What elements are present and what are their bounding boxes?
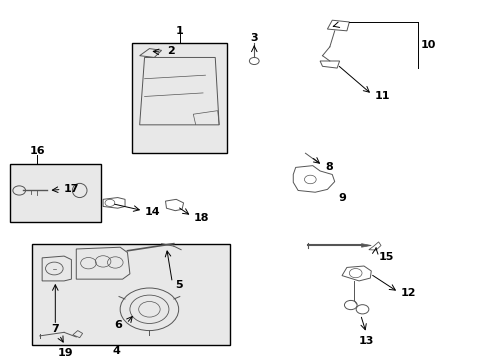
- Text: 14: 14: [145, 207, 161, 217]
- Text: 4: 4: [112, 346, 120, 356]
- Text: 13: 13: [358, 336, 373, 346]
- Text: 5: 5: [175, 280, 183, 290]
- Bar: [10, 164, 101, 222]
- Text: 17: 17: [64, 184, 80, 194]
- Text: 19: 19: [57, 348, 73, 357]
- Text: 16: 16: [29, 147, 45, 157]
- Text: 2: 2: [167, 46, 175, 57]
- Text: 10: 10: [420, 40, 435, 50]
- Text: 8: 8: [325, 162, 332, 172]
- Text: 7: 7: [51, 324, 59, 334]
- Text: 3: 3: [250, 33, 258, 43]
- Text: 1: 1: [176, 26, 183, 36]
- Text: 15: 15: [378, 252, 393, 262]
- Bar: [32, 244, 229, 345]
- Text: 11: 11: [373, 91, 389, 102]
- Text: 12: 12: [400, 288, 415, 298]
- Text: 6: 6: [115, 320, 122, 330]
- Text: 9: 9: [338, 193, 346, 203]
- Text: 18: 18: [193, 213, 209, 223]
- Polygon shape: [361, 244, 370, 247]
- Bar: [132, 43, 227, 153]
